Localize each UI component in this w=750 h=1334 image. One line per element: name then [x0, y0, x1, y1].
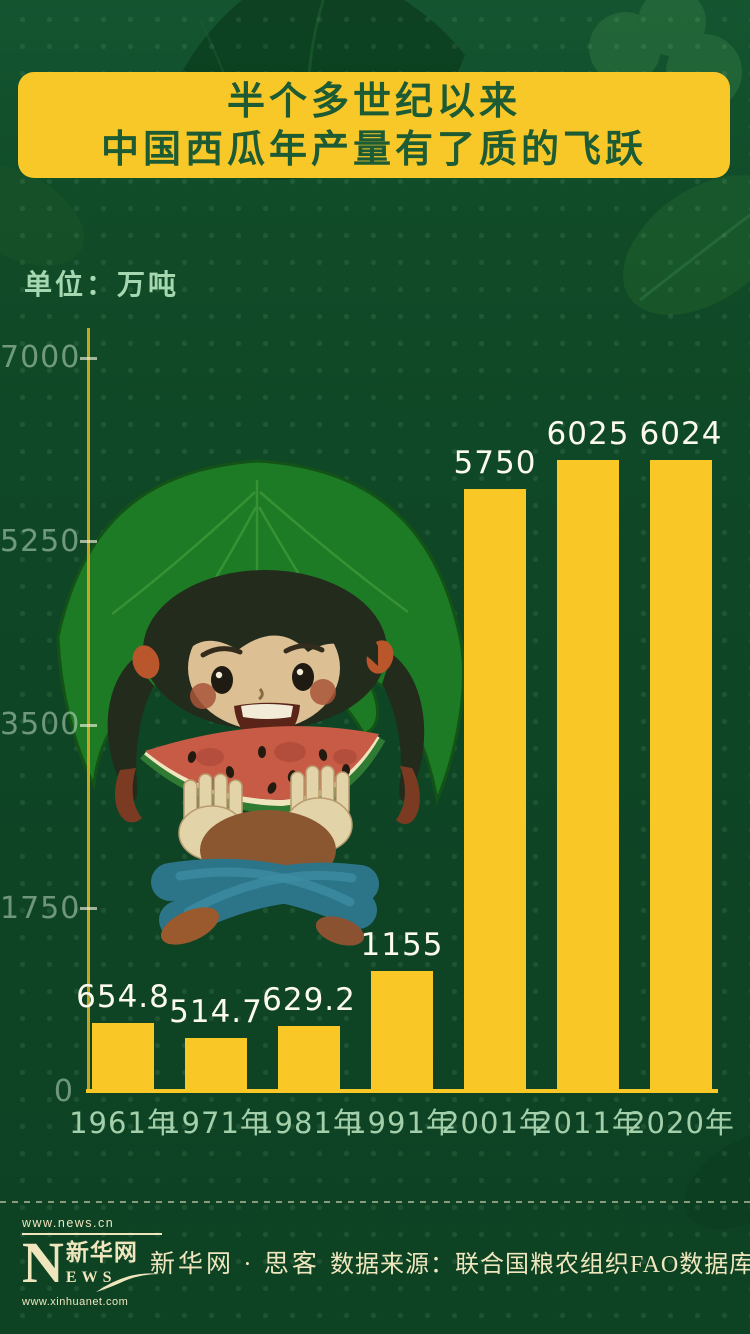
- y-tick-label-1750: 1750: [0, 890, 81, 926]
- y-tick-label-7000: 7000: [0, 340, 81, 375]
- footer: www.news.cn N 新华网 EWS www.xinhuanet.com …: [0, 1202, 750, 1334]
- bar-2020年: [650, 460, 712, 1092]
- logo-letters-ews: EWS: [65, 1269, 117, 1286]
- x-tick-label-1961年: 1961年: [69, 1106, 177, 1140]
- bar-value-2020年: 6024: [639, 416, 723, 453]
- y-tick-mark-3500: [80, 723, 97, 727]
- x-tick-label-1991年: 1991年: [348, 1106, 456, 1140]
- y-tick-mark-5250: [80, 540, 97, 543]
- x-tick-label-2020年: 2020年: [627, 1106, 735, 1140]
- x-tick-label-2011年: 2011年: [534, 1106, 642, 1140]
- eyebrow-right: [283, 643, 325, 654]
- y-tick-label-0: 0: [53, 1074, 74, 1109]
- eye-left: [211, 666, 233, 694]
- logo-mid: N 新华网 EWS: [22, 1230, 162, 1295]
- bar-value-1991年: 1155: [360, 926, 444, 963]
- y-tick-label-5250: 5250: [0, 523, 81, 559]
- face: [152, 586, 378, 743]
- bar-1961年: [92, 1023, 154, 1092]
- eyebrow-left: [200, 646, 243, 658]
- foot-right: [315, 916, 365, 946]
- leaf-left-edge: [0, 164, 85, 266]
- bar-2011年: [557, 460, 619, 1092]
- title-banner: 半个多世纪以来 中国西瓜年产量有了质的飞跃: [18, 72, 730, 178]
- bar-1991年: [371, 970, 433, 1092]
- eye-right: [292, 663, 314, 691]
- x-tick-label-1981年: 1981年: [255, 1106, 363, 1140]
- logo-url-top: www.news.cn: [22, 1216, 162, 1235]
- nose: [258, 688, 264, 701]
- y-tick-mark-7000: [80, 356, 97, 360]
- girl-eating-watermelon-illustration: [56, 459, 465, 946]
- footer-brand: 新华网 · 思客: [150, 1251, 320, 1278]
- y-axis-line: [87, 328, 90, 1093]
- logo-swoosh-icon: [96, 1273, 160, 1292]
- leaf-bottom-right: [684, 1130, 750, 1230]
- data-source: 数据来源：联合国粮农组织FAO数据库: [330, 1252, 750, 1278]
- bar-2001年: [464, 489, 526, 1092]
- bar-value-2011年: 6025: [546, 416, 630, 453]
- foot-left: [161, 907, 219, 945]
- bar-value-2001年: 5750: [453, 445, 537, 482]
- pigtail-curl-left: [115, 768, 142, 823]
- y-tick-label-3500: 3500: [0, 707, 81, 742]
- bar-1981年: [278, 1026, 340, 1092]
- title-line-2: 中国西瓜年产量有了质的飞跃: [100, 127, 647, 171]
- x-tick-label-2001年: 2001年: [441, 1106, 549, 1140]
- dashed-separator: [0, 1201, 750, 1203]
- cheek-right: [310, 679, 336, 705]
- y-tick-mark-1750: [80, 907, 97, 910]
- x-tick-label-1971年: 1971年: [162, 1106, 270, 1140]
- xinhuanet-logo: www.news.cn N 新华网 EWS www.xinhuanet.com: [22, 1216, 162, 1308]
- logo-chinese-name: 新华网: [65, 1240, 138, 1266]
- logo-url-bottom: www.xinhuanet.com: [22, 1296, 129, 1308]
- unit-label: 单位：万吨: [24, 268, 180, 301]
- hair-tie-left: [132, 645, 160, 679]
- teeth: [241, 704, 293, 719]
- cheek-left: [190, 683, 216, 709]
- logo-letter-n: N: [22, 1230, 64, 1295]
- bar-1971年: [185, 1038, 247, 1092]
- bar-value-1961年: 654.8: [76, 979, 170, 1016]
- bar-value-1981年: 629.2: [262, 982, 356, 1019]
- title-line-1: 半个多世纪以来: [226, 79, 521, 123]
- pigtail-curl-right: [396, 766, 420, 825]
- bar-value-1971年: 514.7: [169, 994, 263, 1031]
